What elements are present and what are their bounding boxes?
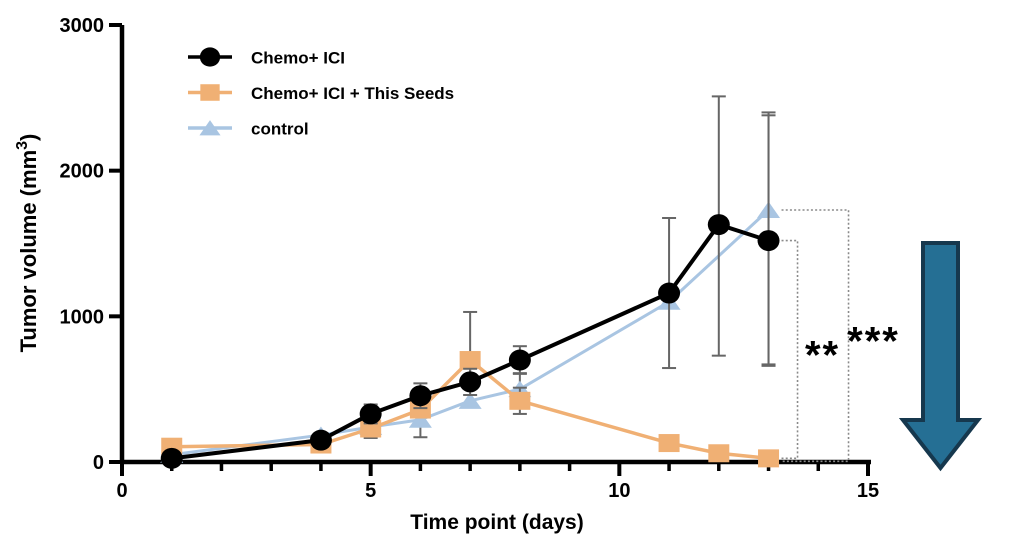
legend-item-chemo-ici-this-seeds: Chemo+ ICI + This Seeds bbox=[188, 84, 454, 103]
data-point-marker bbox=[757, 230, 780, 252]
series-layer bbox=[160, 95, 781, 469]
data-point-marker bbox=[509, 391, 531, 410]
data-point-marker bbox=[309, 429, 332, 451]
data-point-marker bbox=[199, 120, 221, 136]
data-point-marker bbox=[409, 385, 432, 407]
data-point-marker bbox=[200, 84, 220, 101]
x-tick-label: 5 bbox=[365, 480, 376, 502]
y-tick-label: 1000 bbox=[60, 306, 105, 328]
data-point-marker bbox=[409, 400, 431, 419]
series-control bbox=[160, 111, 781, 463]
data-point-marker bbox=[199, 47, 221, 67]
legend-label: Chemo+ ICI bbox=[251, 49, 345, 68]
y-tick-label: 2000 bbox=[60, 161, 105, 183]
data-point-marker bbox=[707, 214, 730, 236]
data-point-marker bbox=[459, 371, 482, 393]
data-point-marker bbox=[359, 403, 382, 425]
series-chemo-ici bbox=[160, 95, 780, 469]
data-point-marker bbox=[459, 351, 481, 370]
legend-item-control: control bbox=[188, 120, 309, 139]
decrease-arrow-layer bbox=[898, 241, 983, 472]
y-axis-title: Tumor volume (mm3) bbox=[14, 134, 41, 353]
significance-bracket bbox=[781, 239, 799, 460]
legend-item-chemo-ici: Chemo+ ICI bbox=[188, 47, 345, 68]
x-tick-label: 15 bbox=[857, 480, 879, 502]
significance-stars: ** bbox=[805, 333, 840, 377]
data-point-marker bbox=[708, 444, 730, 463]
x-tick-label: 10 bbox=[608, 480, 630, 502]
down-arrow-icon bbox=[898, 241, 983, 472]
significance-annotations: ** *** bbox=[781, 209, 900, 463]
data-point-marker bbox=[458, 392, 482, 409]
data-point-marker bbox=[160, 447, 183, 469]
data-point-marker bbox=[508, 349, 531, 371]
legend: Chemo+ ICI Chemo+ ICI + This Seeds control bbox=[188, 47, 454, 139]
legend-label: Chemo+ ICI + This Seeds bbox=[251, 84, 454, 103]
y-tick-label: 0 bbox=[93, 452, 104, 474]
y-tick-label: 3000 bbox=[60, 15, 105, 37]
legend-label: control bbox=[251, 120, 309, 139]
x-axis-title: Time point (days) bbox=[410, 511, 583, 534]
data-point-marker bbox=[408, 411, 432, 428]
x-tick-label: 0 bbox=[116, 480, 127, 502]
data-point-marker bbox=[658, 434, 680, 453]
data-point-marker bbox=[658, 282, 681, 304]
data-point-marker bbox=[758, 449, 780, 468]
significance-stars: *** bbox=[847, 320, 900, 364]
